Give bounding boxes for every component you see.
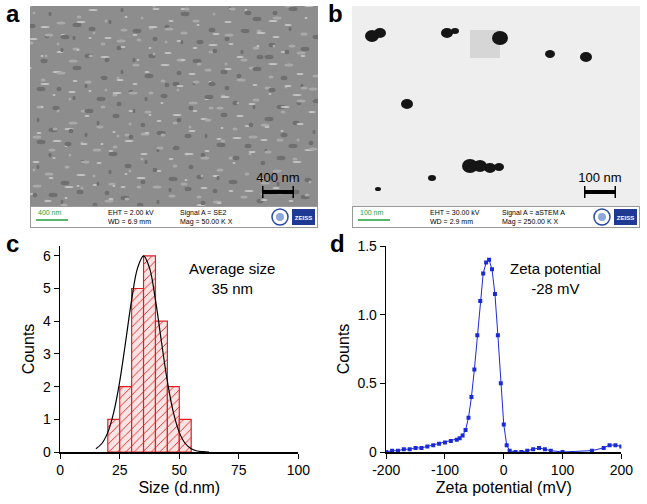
svg-text:-200: -200 xyxy=(372,462,400,478)
svg-text:Counts: Counts xyxy=(20,324,37,375)
svg-text:4: 4 xyxy=(43,313,51,329)
svg-text:400 nm: 400 nm xyxy=(256,170,299,185)
svg-text:-100: -100 xyxy=(431,462,459,478)
svg-text:Signal A = aSTEM A: Signal A = aSTEM A xyxy=(502,209,565,217)
svg-text:1.0: 1.0 xyxy=(357,307,377,323)
svg-text:Counts: Counts xyxy=(335,324,352,375)
svg-text:WD = 6.9 mm: WD = 6.9 mm xyxy=(108,218,151,225)
html-text:b: b xyxy=(328,0,343,27)
svg-text:1: 1 xyxy=(43,411,51,427)
svg-text:Average size35 nm: Average size35 nm xyxy=(189,260,275,297)
svg-text:0: 0 xyxy=(43,444,51,460)
svg-text:0: 0 xyxy=(369,444,377,460)
svg-text:6: 6 xyxy=(43,248,51,264)
html-text:c: c xyxy=(6,230,20,257)
svg-text:75: 75 xyxy=(231,462,247,478)
svg-text:5: 5 xyxy=(43,280,51,296)
svg-text:100 nm: 100 nm xyxy=(578,170,621,185)
svg-text:25: 25 xyxy=(112,462,128,478)
html-text:d: d xyxy=(330,230,345,257)
svg-text:ZEISS: ZEISS xyxy=(295,215,312,221)
svg-text:Mag = 50.00 K X: Mag = 50.00 K X xyxy=(180,218,233,226)
svg-text:400 nm: 400 nm xyxy=(38,209,62,216)
svg-text:Signal A = SE2: Signal A = SE2 xyxy=(180,209,227,217)
svg-text:ZEISS: ZEISS xyxy=(617,215,634,221)
svg-text:Zeta potential (mV): Zeta potential (mV) xyxy=(436,479,572,496)
svg-text:EHT = 30.00 kV: EHT = 30.00 kV xyxy=(430,209,480,216)
svg-text:100: 100 xyxy=(287,462,311,478)
svg-text:2: 2 xyxy=(43,379,51,395)
svg-text:100: 100 xyxy=(551,462,575,478)
svg-text:0: 0 xyxy=(56,462,64,478)
svg-text:200: 200 xyxy=(610,462,634,478)
svg-text:WD = 2.9 mm: WD = 2.9 mm xyxy=(430,218,473,225)
svg-text:Mag = 250.00 K X: Mag = 250.00 K X xyxy=(502,218,559,226)
svg-text:50: 50 xyxy=(172,462,188,478)
svg-text:Size (d.nm): Size (d.nm) xyxy=(138,479,220,496)
svg-text:Zeta potential-28 mV: Zeta potential-28 mV xyxy=(510,260,601,297)
svg-text:3: 3 xyxy=(43,346,51,362)
svg-text:EHT = 2.00 kV: EHT = 2.00 kV xyxy=(108,209,154,216)
svg-text:0: 0 xyxy=(500,462,508,478)
svg-text:1.5: 1.5 xyxy=(357,238,377,254)
svg-text:100 nm: 100 nm xyxy=(360,209,384,216)
svg-text:0.5: 0.5 xyxy=(357,375,377,391)
html-text:a: a xyxy=(6,0,20,27)
